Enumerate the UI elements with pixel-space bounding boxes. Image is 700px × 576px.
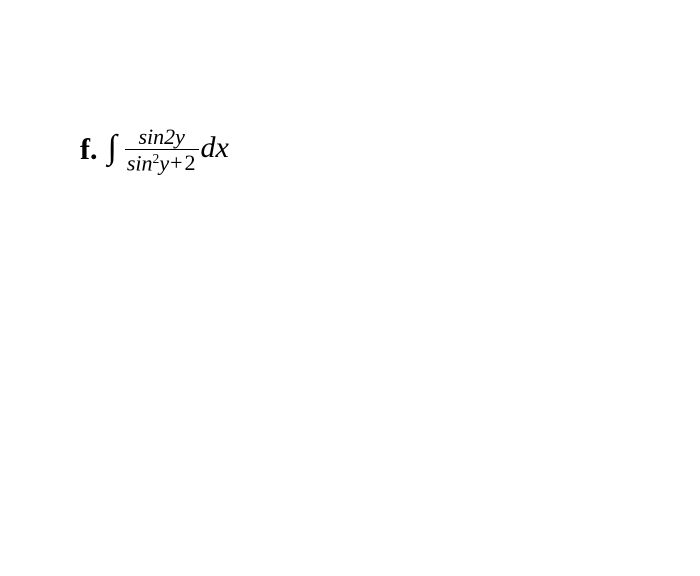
denominator-exponent: 2 — [153, 151, 160, 166]
numerator-arg2: y — [175, 124, 185, 149]
differential: dx — [201, 133, 229, 163]
denominator-arg: y — [159, 150, 169, 175]
integral-sign-icon: ∫ — [108, 131, 117, 165]
integral-expression: f. ∫ sin2y sin2y+2 dx — [80, 126, 229, 174]
problem-label: f. — [80, 135, 98, 165]
denominator-fn: sin — [127, 150, 153, 175]
denominator: sin2y+2 — [125, 149, 199, 174]
denominator-const: 2 — [184, 150, 197, 175]
plus-sign: + — [169, 150, 183, 175]
numerator-fn: sin — [138, 124, 164, 149]
numerator: sin2y — [136, 126, 186, 149]
numerator-arg1: 2 — [164, 124, 175, 149]
page: f. ∫ sin2y sin2y+2 dx — [0, 0, 700, 576]
fraction: sin2y sin2y+2 — [125, 126, 199, 174]
